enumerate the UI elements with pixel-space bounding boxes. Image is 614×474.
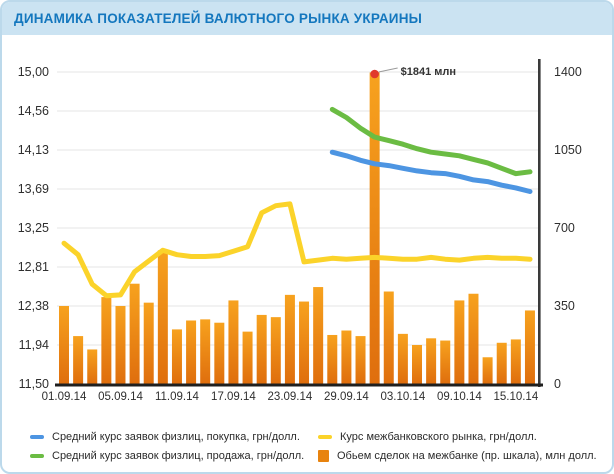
volume-bar: [299, 301, 310, 384]
x-axis-line: [55, 383, 543, 387]
volume-bar: [327, 334, 338, 384]
y-axis-label-right: 1400: [554, 65, 582, 79]
volume-bar: [426, 338, 437, 384]
volume-bar: [157, 250, 168, 384]
volume-bar: [59, 306, 69, 384]
annotation-dot-icon: [370, 69, 379, 79]
volume-bar: [383, 291, 394, 384]
volume-bar: [524, 310, 535, 384]
x-axis-label: 05.09.14: [98, 391, 143, 403]
volume-bar: [214, 322, 225, 384]
volume-bar: [242, 331, 253, 384]
y-axis-label-left: 13,25: [18, 221, 49, 235]
legend-label-buy: Средний курс заявок физлиц, покупка, грн…: [52, 431, 300, 443]
volume-bar: [270, 317, 281, 384]
x-axis-label: 03.10.14: [380, 391, 425, 403]
volume-bar: [115, 306, 126, 384]
legend-column-left: Средний курс заявок физлиц, покупка, грн…: [30, 429, 314, 464]
volume-bar: [186, 320, 197, 384]
volume-bar: [397, 333, 408, 384]
annotation-leader-line: [378, 67, 398, 73]
y-axis-label-left: 11,50: [19, 377, 49, 391]
legend-label-volume: Обьем сделок на межбанке (пр. шкала), мл…: [337, 450, 597, 462]
y-axis-label-left: 14,13: [18, 143, 49, 157]
buy-rate-line: [329, 149, 533, 194]
y-axis-label-left: 11,94: [19, 338, 49, 352]
y-axis-label-left: 14,56: [18, 104, 49, 118]
volume-bar: [468, 293, 479, 384]
x-axis-label: 17.09.14: [211, 391, 256, 403]
annotation-text: $1841 млн: [401, 66, 456, 78]
legend-item-sell: Средний курс заявок физлиц, продажа, грн…: [30, 448, 314, 464]
right-axis-line: [538, 59, 541, 387]
legend-label-sell: Средний курс заявок физлиц, продажа, грн…: [52, 450, 305, 462]
volume-bar: [129, 283, 140, 384]
y-axis-label-left: 12,81: [18, 260, 49, 274]
volume-bar: [73, 336, 84, 384]
y-axis-label-right: 1050: [554, 143, 582, 157]
sell-line-marker-icon: [30, 454, 44, 458]
chart-legend: Средний курс заявок физлиц, покупка, грн…: [2, 429, 612, 464]
y-axis-label-right: 700: [554, 221, 575, 235]
volume-bar: [341, 330, 352, 384]
buy-line-marker-icon: [30, 435, 44, 439]
volume-bar: [228, 300, 239, 384]
legend-column-right: Курс межбанковского рынка, грн/долл. Обь…: [318, 429, 597, 464]
volume-bar: [482, 357, 493, 384]
volume-bar: [171, 329, 182, 384]
y-axis-label-right: 0: [554, 377, 561, 391]
volume-bar: [454, 300, 465, 384]
legend-item-volume: Обьем сделок на межбанке (пр. шкала), мл…: [318, 448, 597, 464]
volume-bar: [256, 314, 267, 384]
legend-item-buy: Средний курс заявок физлиц, покупка, грн…: [30, 429, 314, 445]
title-bar: ДИНАМИКА ПОКАЗАТЕЛЕЙ ВАЛЮТНОГО РЫНКА УКР…: [2, 2, 612, 35]
x-axis-label: 01.09.14: [42, 391, 87, 403]
volume-bar: [200, 319, 211, 384]
volume-bar: [313, 287, 324, 384]
x-axis-label: 23.09.14: [268, 391, 313, 403]
y-axis-label-left: 15,00: [18, 65, 49, 79]
volume-bar: [101, 297, 112, 384]
sell-rate-line: [329, 106, 533, 177]
volume-bar: [143, 302, 154, 384]
volume-bar: [87, 349, 98, 384]
volume-bar: [355, 336, 366, 384]
interbank-line-marker-icon: [318, 435, 332, 439]
volume-bar: [440, 340, 451, 384]
x-axis-label: 29.09.14: [324, 391, 369, 403]
page-title: ДИНАМИКА ПОКАЗАТЕЛЕЙ ВАЛЮТНОГО РЫНКА УКР…: [14, 11, 423, 26]
legend-label-interbank: Курс межбанковского рынка, грн/долл.: [340, 431, 537, 443]
x-axis-label: 11.09.14: [155, 391, 200, 403]
legend-item-interbank: Курс межбанковского рынка, грн/долл.: [318, 429, 597, 445]
volume-bar: [496, 342, 507, 384]
y-axis-label-left: 13,69: [18, 182, 49, 196]
volume-bar-marker-icon: [318, 450, 329, 462]
volume-bar: [510, 339, 521, 384]
volume-bar: [369, 72, 380, 384]
volume-bar: [412, 345, 422, 384]
x-axis-label: 15.10.14: [493, 391, 538, 403]
x-axis-label: 09.10.14: [437, 391, 482, 403]
interbank-rate-line: [61, 201, 533, 299]
volume-bar: [284, 294, 295, 384]
y-axis-label-left: 12,38: [18, 299, 49, 313]
y-axis-label-right: 350: [554, 299, 575, 313]
